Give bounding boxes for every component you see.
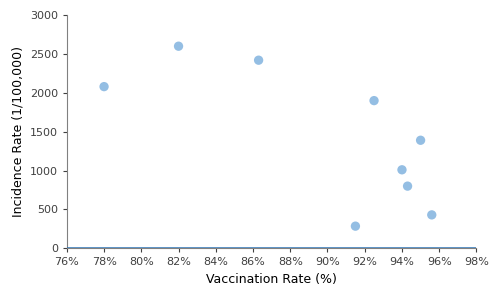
Point xyxy=(100,84,108,89)
Point xyxy=(398,168,406,172)
Point xyxy=(352,224,360,228)
Point xyxy=(416,138,424,143)
Point xyxy=(404,184,411,189)
Point xyxy=(174,44,182,49)
Point xyxy=(254,58,262,63)
Point xyxy=(370,98,378,103)
X-axis label: Vaccination Rate (%): Vaccination Rate (%) xyxy=(206,273,337,286)
Y-axis label: Incidence Rate (1/100,000): Incidence Rate (1/100,000) xyxy=(11,46,24,217)
Point xyxy=(428,213,436,217)
